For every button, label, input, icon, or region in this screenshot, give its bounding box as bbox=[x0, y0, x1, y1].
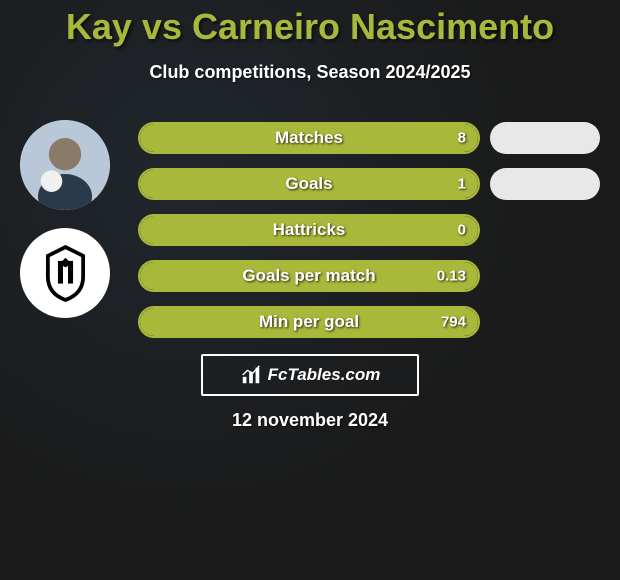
main-content: Kay vs Carneiro Nascimento Club competit… bbox=[0, 0, 620, 580]
watermark-box[interactable]: FcTables.com bbox=[201, 354, 419, 396]
watermark-text: FcTables.com bbox=[268, 365, 381, 385]
pills-column bbox=[490, 122, 600, 200]
stat-label: Hattricks bbox=[273, 220, 346, 240]
avatar-column bbox=[10, 120, 120, 318]
stat-value: 0 bbox=[458, 222, 466, 239]
club-logo-icon bbox=[34, 242, 97, 305]
date-text: 12 november 2024 bbox=[0, 410, 620, 431]
stat-label: Goals bbox=[285, 174, 332, 194]
player-photo-icon bbox=[20, 120, 110, 210]
stat-row-min-per-goal: Min per goal 794 bbox=[138, 306, 480, 338]
club-avatar bbox=[20, 228, 110, 318]
subtitle: Club competitions, Season 2024/2025 bbox=[0, 62, 620, 83]
player-avatar bbox=[20, 120, 110, 210]
stat-value: 1 bbox=[458, 176, 466, 193]
page-title: Kay vs Carneiro Nascimento bbox=[0, 0, 620, 48]
stat-row-matches: Matches 8 bbox=[138, 122, 480, 154]
pill-goals bbox=[490, 168, 600, 200]
stat-value: 794 bbox=[441, 314, 466, 331]
stat-label: Min per goal bbox=[259, 312, 359, 332]
stat-label: Matches bbox=[275, 128, 343, 148]
stats-list: Matches 8 Goals 1 Hattricks 0 Goals per … bbox=[138, 122, 480, 338]
stat-row-hattricks: Hattricks 0 bbox=[138, 214, 480, 246]
stat-row-goals: Goals 1 bbox=[138, 168, 480, 200]
stat-row-goals-per-match: Goals per match 0.13 bbox=[138, 260, 480, 292]
stat-label: Goals per match bbox=[242, 266, 375, 286]
chart-icon bbox=[240, 364, 262, 386]
stat-value: 0.13 bbox=[437, 268, 466, 285]
stat-value: 8 bbox=[458, 130, 466, 147]
pill-matches bbox=[490, 122, 600, 154]
